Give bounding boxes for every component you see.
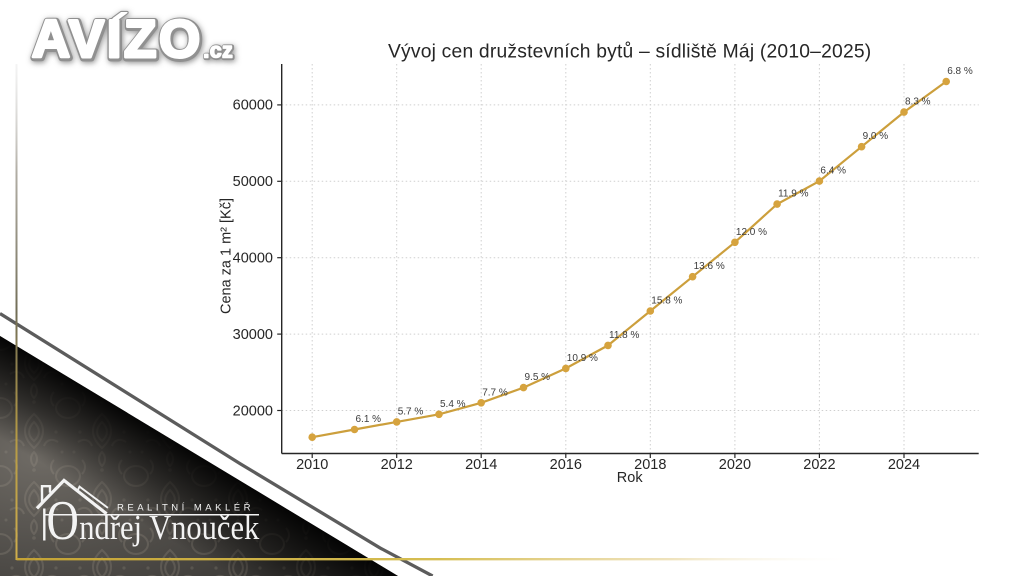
svg-text:2024: 2024 <box>888 457 920 473</box>
svg-text:9.5 %: 9.5 % <box>525 372 551 383</box>
svg-text:10.9 %: 10.9 % <box>567 353 598 364</box>
svg-text:12.0 %: 12.0 % <box>736 227 767 238</box>
svg-text:5.7 %: 5.7 % <box>398 406 424 417</box>
svg-text:2016: 2016 <box>550 457 582 473</box>
svg-text:Rok: Rok <box>617 470 644 486</box>
svg-text:60000: 60000 <box>233 98 273 114</box>
svg-text:7.7 %: 7.7 % <box>482 387 508 398</box>
svg-text:Cena za 1 m² [Kč]: Cena za 1 m² [Kč] <box>219 198 235 314</box>
svg-text:8.3 %: 8.3 % <box>905 97 931 108</box>
svg-text:.cz: .cz <box>203 39 233 62</box>
svg-text:50000: 50000 <box>233 174 273 190</box>
svg-text:6.4 %: 6.4 % <box>820 166 846 177</box>
svg-text:40000: 40000 <box>233 251 273 267</box>
svg-text:11.9 %: 11.9 % <box>778 189 808 200</box>
svg-text:REALITNÍ MAKLÉŘ: REALITNÍ MAKLÉŘ <box>117 502 254 513</box>
svg-text:20000: 20000 <box>233 403 273 419</box>
svg-text:ndřej Vnouček: ndřej Vnouček <box>79 509 260 547</box>
svg-text:2018: 2018 <box>634 457 666 473</box>
svg-text:2010: 2010 <box>296 457 328 473</box>
svg-text:2014: 2014 <box>465 457 497 473</box>
svg-text:5.4 %: 5.4 % <box>440 399 466 410</box>
svg-text:6.1 %: 6.1 % <box>356 414 382 425</box>
svg-text:30000: 30000 <box>233 327 273 343</box>
svg-text:13.6 %: 13.6 % <box>694 261 725 272</box>
svg-text:15.8 %: 15.8 % <box>651 296 682 307</box>
svg-text:2012: 2012 <box>381 457 413 473</box>
svg-text:2022: 2022 <box>803 457 835 473</box>
svg-text:9.0 %: 9.0 % <box>863 131 889 142</box>
svg-text:11.8 %: 11.8 % <box>609 330 639 341</box>
svg-text:6.8 %: 6.8 % <box>947 66 973 77</box>
svg-text:O: O <box>47 490 79 552</box>
svg-text:Vývoj cen družstevních bytů –: Vývoj cen družstevních bytů – sídliště M… <box>388 41 871 63</box>
svg-text:.cz: .cz <box>204 40 234 63</box>
svg-text:2020: 2020 <box>719 457 751 473</box>
